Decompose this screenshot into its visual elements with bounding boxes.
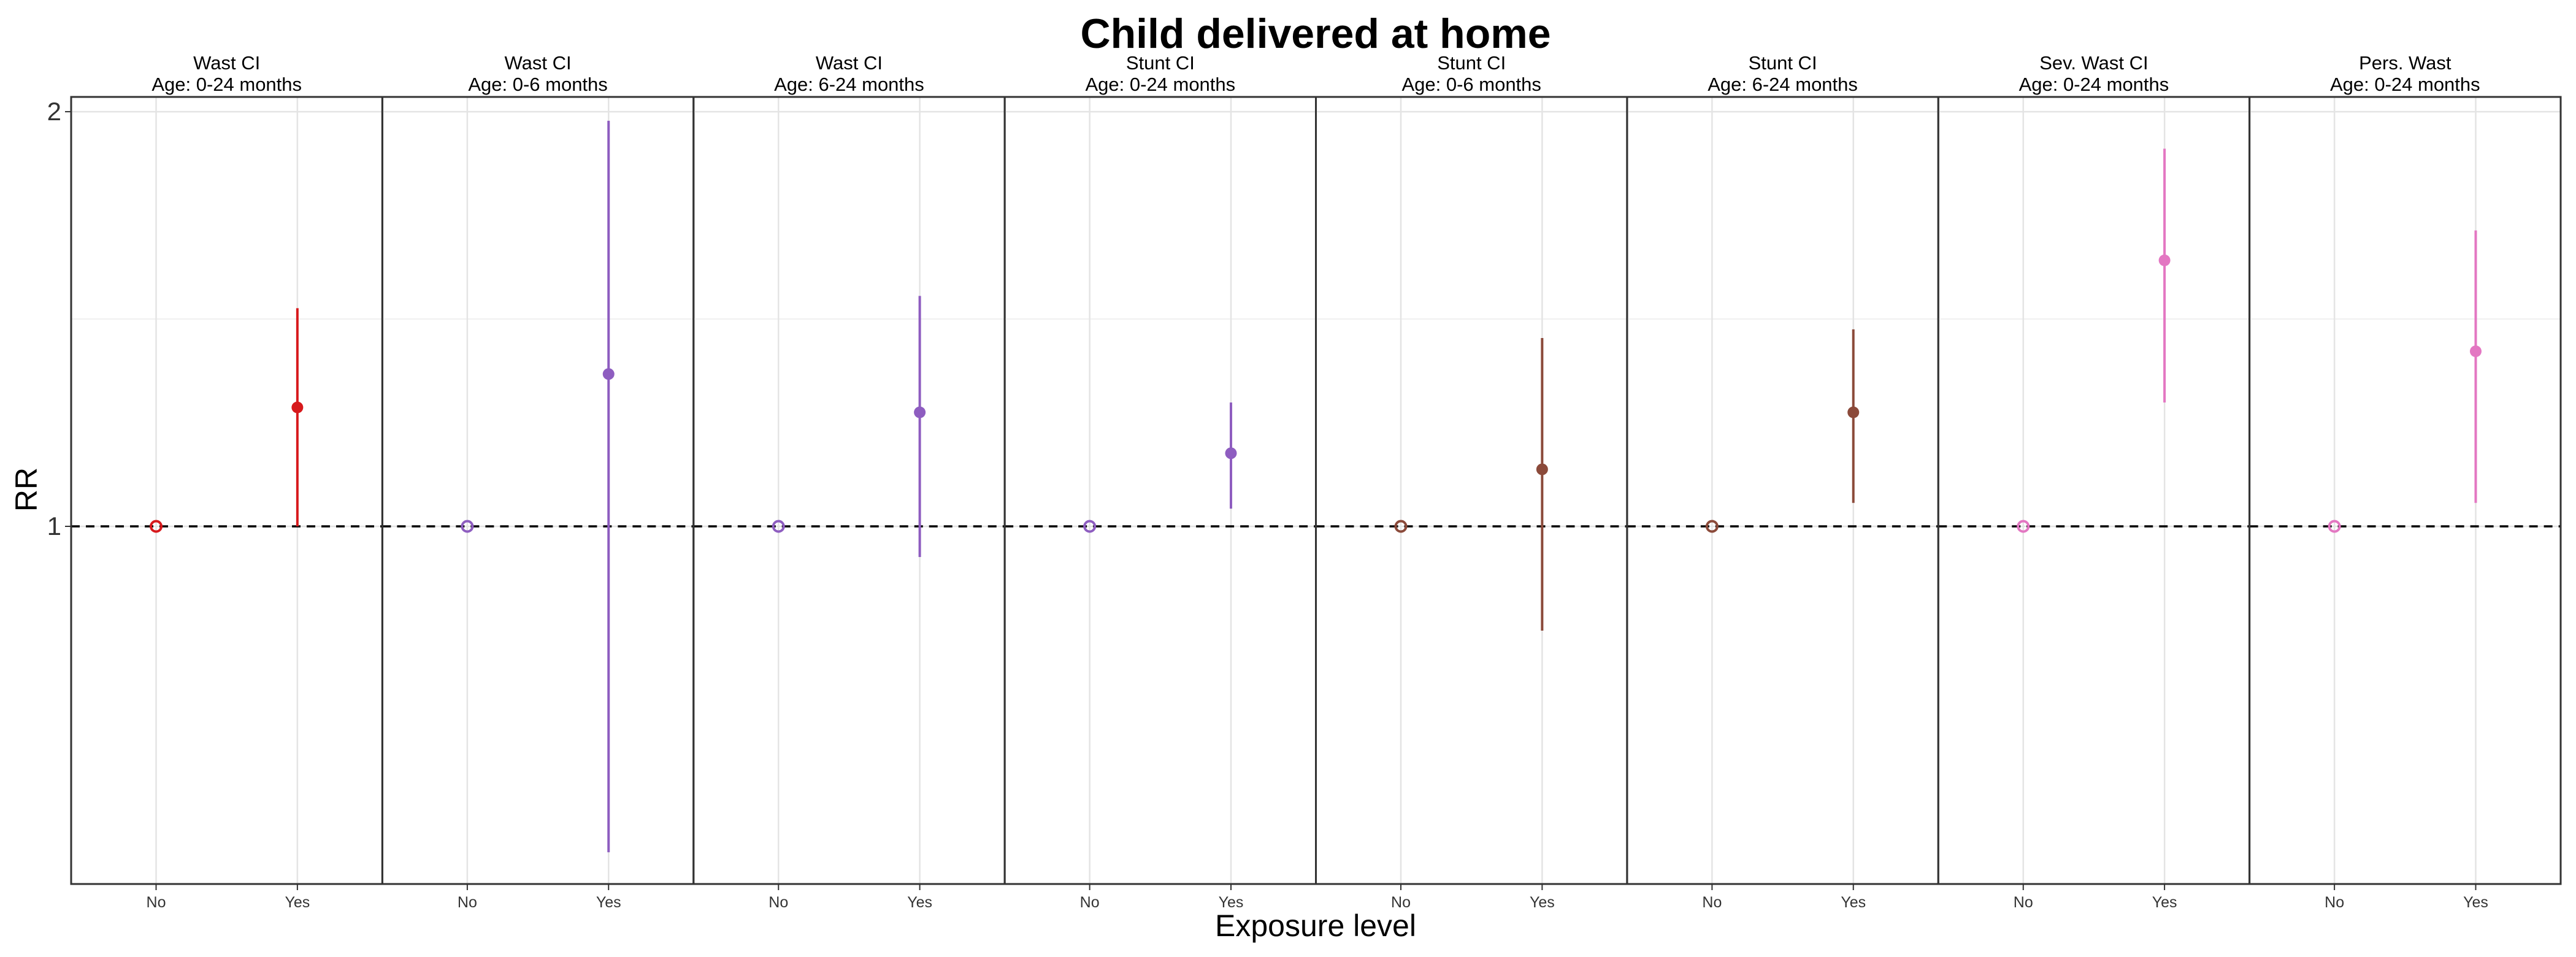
strip-label-age: Age: 0-24 months xyxy=(151,74,302,95)
x-tick-label: No xyxy=(769,894,788,911)
x-tick-label: No xyxy=(1391,894,1411,911)
strip-label-age: Age: 0-24 months xyxy=(2019,74,2169,95)
estimate-point xyxy=(602,368,615,380)
estimate-point xyxy=(2158,254,2171,266)
x-tick-label: Yes xyxy=(285,894,310,911)
panel-border xyxy=(2248,96,2562,885)
reference-point xyxy=(1083,520,1097,533)
x-tick-label: No xyxy=(2014,894,2033,911)
strip-label-age: Age: 0-6 months xyxy=(1401,74,1541,95)
x-tick-label: No xyxy=(1702,894,1722,911)
y-tick-label: 2 xyxy=(47,97,61,126)
strip-label-outcome: Pers. Wast xyxy=(2359,52,2451,74)
estimate-point xyxy=(2469,345,2482,358)
panel-border xyxy=(70,96,383,885)
strip-label-outcome: Wast CI xyxy=(193,52,260,74)
strip-label-outcome: Wast CI xyxy=(816,52,883,74)
reference-point xyxy=(1394,520,1408,533)
estimate-point xyxy=(291,401,304,413)
x-tick-label: No xyxy=(1080,894,1100,911)
reference-point xyxy=(150,520,163,533)
strip-label-outcome: Sev. Wast CI xyxy=(2039,52,2148,74)
x-tick-label: Yes xyxy=(2463,894,2488,911)
x-tick-label: Yes xyxy=(596,894,621,911)
estimate-point xyxy=(1847,406,1860,418)
reference-point xyxy=(461,520,474,533)
reference-point xyxy=(2328,520,2341,533)
panel-border xyxy=(1626,96,1939,885)
x-tick-label: No xyxy=(2325,894,2344,911)
x-tick-label: No xyxy=(458,894,477,911)
strip-label-outcome: Wast CI xyxy=(505,52,572,74)
strip-label-outcome: Stunt CI xyxy=(1437,52,1506,74)
strip-label-age: Age: 6-24 months xyxy=(774,74,924,95)
strip-label-age: Age: 0-6 months xyxy=(468,74,607,95)
panel-border xyxy=(1003,96,1317,885)
strip-label-age: Age: 6-24 months xyxy=(1708,74,1858,95)
estimate-point xyxy=(1225,447,1237,459)
x-tick-label: Yes xyxy=(1219,894,1244,911)
y-axis-title: RR xyxy=(9,467,44,512)
reference-point xyxy=(1705,520,1719,533)
x-tick-label: Yes xyxy=(907,894,932,911)
chart-title: Child delivered at home xyxy=(1080,10,1551,57)
strip-label-age: Age: 0-24 months xyxy=(2330,74,2480,95)
estimate-point xyxy=(914,406,926,418)
x-tick-label: Yes xyxy=(1530,894,1555,911)
reference-point xyxy=(772,520,785,533)
strip-label-outcome: Stunt CI xyxy=(1749,52,1817,74)
x-tick-label: Yes xyxy=(2152,894,2177,911)
y-tick-label: 1 xyxy=(47,512,61,540)
reference-point xyxy=(2017,520,2030,533)
strip-label-outcome: Stunt CI xyxy=(1126,52,1195,74)
panel-border xyxy=(1315,96,1628,885)
x-axis-title: Exposure level xyxy=(1215,909,1416,943)
panel-border xyxy=(1937,96,2251,885)
panel-border xyxy=(381,96,695,885)
x-tick-label: No xyxy=(147,894,166,911)
strip-label-age: Age: 0-24 months xyxy=(1085,74,1235,95)
x-tick-label: Yes xyxy=(1841,894,1866,911)
panel-border xyxy=(692,96,1006,885)
estimate-point xyxy=(1536,463,1548,475)
